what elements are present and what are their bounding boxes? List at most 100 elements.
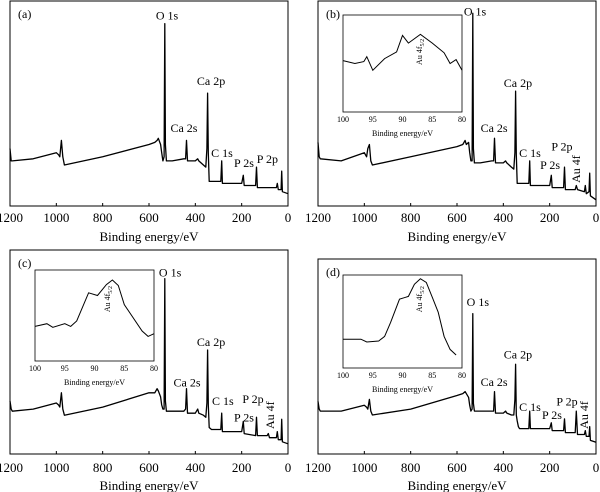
peak-label: P 2s (540, 158, 560, 172)
x-tick-label: 400 (186, 210, 206, 225)
panel-c: (c) 1200 1000 800 600 400 200 0 Binding energy/e… (0, 249, 291, 492)
plot-frame (9, 0, 289, 207)
peak-label: C 1s (519, 146, 541, 160)
peak-label: C 1s (211, 146, 233, 160)
spectrum-line (9, 22, 289, 195)
panel-a: (a) 1200 1000 800 600 400 200 0 Binding energy/e… (0, 0, 292, 244)
x-tick-label: 400 (494, 460, 514, 475)
peak-label: O 1s (159, 266, 182, 280)
x-tick-label: 400 (494, 210, 514, 225)
peak-label: O 1s (156, 8, 179, 22)
inset-x-tick-label: 100 (337, 115, 349, 124)
inset-x-tick-label: 95 (369, 115, 377, 124)
panel-d: (d) 1200 1000 800 600 400 200 0 Binding energy/e… (305, 258, 600, 492)
inset-spectrum-line (342, 33, 463, 72)
x-tick-label: 200 (232, 460, 252, 475)
inset-x-tick-label: 85 (428, 371, 436, 380)
peak-label: Ca 2p (197, 335, 225, 349)
inset-x-tick-label: 100 (29, 364, 41, 373)
peak-label: Au 4f (577, 401, 591, 429)
x-tick-label: 400 (186, 460, 206, 475)
peak-label: P 2s (542, 408, 562, 422)
inset-x-tick-label: 85 (120, 364, 128, 373)
peak-label: Ca 2p (197, 74, 225, 88)
peak-label: P 2p (257, 152, 278, 166)
inset-peak-label: Au 4f5/2 (415, 286, 426, 312)
x-tick-label: 200 (540, 460, 560, 475)
peak-label: Ca 2p (504, 347, 532, 361)
inset-x-tick-label: 95 (369, 371, 377, 380)
x-tick-label: 800 (93, 460, 113, 475)
x-tick-label: 600 (447, 460, 467, 475)
inset-spectrum-line (34, 279, 155, 337)
panel-b: (b) 1200 1000 800 600 400 200 0 Binding energy/e… (305, 0, 600, 244)
panel-label: (d) (326, 265, 340, 279)
inset-x-tick-label: 90 (91, 364, 99, 373)
inset-x-tick-label: 100 (337, 371, 349, 380)
inset-peak-label-sub: 5/2 (108, 286, 114, 294)
inset-spectrum-line (343, 278, 457, 356)
peak-label: Ca 2s (481, 375, 508, 389)
x-tick-label: 800 (401, 210, 421, 225)
x-tick-label: 0 (593, 460, 600, 475)
panel-label: (b) (326, 7, 340, 21)
inset-peak-label-main: Au 4f (415, 293, 424, 312)
spectrum-line (317, 312, 597, 443)
peak-label: O 1s (464, 4, 487, 18)
peak-label: P 2p (556, 394, 577, 408)
inset-peak-label-sub: 5/2 (420, 39, 426, 47)
spectrum-line (9, 277, 289, 445)
spectrum-line (317, 12, 597, 201)
inset-peak-label: Au 4f5/2 (103, 286, 114, 312)
inset-au4f: 100 95 90 85 80 Binding energy/eV Au 4f5/2 (29, 269, 158, 387)
inset-peak-label: Au 4f5/2 (415, 39, 426, 65)
inset-x-axis-label: Binding energy/eV (64, 378, 125, 387)
inset-x-tick-label: 90 (399, 115, 407, 124)
peak-label: P 2s (234, 156, 254, 170)
inset-x-tick-label: 85 (428, 115, 436, 124)
inset-peak-label-main: Au 4f (103, 293, 112, 312)
x-tick-label: 1000 (43, 460, 69, 475)
x-axis-label: Binding energy/eV (99, 478, 199, 492)
x-tick-label: 800 (93, 210, 113, 225)
peak-label: P 2p (551, 140, 572, 154)
x-tick-label: 1200 (305, 460, 331, 475)
inset-x-tick-label: 95 (61, 364, 69, 373)
peak-label: O 1s (467, 295, 490, 309)
x-tick-label: 1200 (0, 210, 23, 225)
x-tick-label: 600 (139, 210, 159, 225)
inset-x-tick-label: 80 (458, 371, 466, 380)
x-tick-label: 200 (540, 210, 560, 225)
x-tick-label: 200 (232, 210, 252, 225)
peak-label: C 1s (212, 394, 234, 408)
inset-x-tick-label: 80 (150, 364, 158, 373)
x-tick-label: 0 (593, 210, 600, 225)
inset-au4f: 100 95 90 85 80 Binding energy/eV Au 4f5/2 (337, 14, 466, 138)
inset-au4f: 100 95 90 85 80 Binding energy/eV Au 4f5/2 (337, 274, 466, 394)
inset-x-axis-label: Binding energy/eV (372, 129, 433, 138)
peak-label: Ca 2s (481, 121, 508, 135)
x-tick-label: 1200 (0, 460, 23, 475)
peak-label: Au 4f (263, 401, 277, 429)
x-axis-label: Binding energy/eV (407, 229, 507, 244)
inset-x-tick-label: 90 (399, 371, 407, 380)
x-tick-label: 0 (285, 210, 292, 225)
x-tick-label: 1000 (351, 210, 377, 225)
x-tick-label: 1200 (305, 210, 331, 225)
peak-label: Ca 2s (173, 376, 200, 390)
peak-label: C 1s (519, 400, 541, 414)
inset-x-tick-label: 80 (458, 115, 466, 124)
inset-frame (342, 14, 463, 113)
peak-label: Ca 2p (504, 76, 532, 90)
x-tick-label: 600 (139, 460, 159, 475)
panel-label: (c) (18, 256, 31, 270)
peak-label: P 2s (234, 410, 254, 424)
inset-peak-label-sub: 5/2 (420, 286, 426, 294)
inset-frame (342, 274, 463, 369)
x-axis-label: Binding energy/eV (407, 478, 507, 492)
inset-x-axis-label: Binding energy/eV (372, 385, 433, 394)
x-tick-label: 1000 (351, 460, 377, 475)
inset-peak-label-main: Au 4f (415, 46, 424, 65)
